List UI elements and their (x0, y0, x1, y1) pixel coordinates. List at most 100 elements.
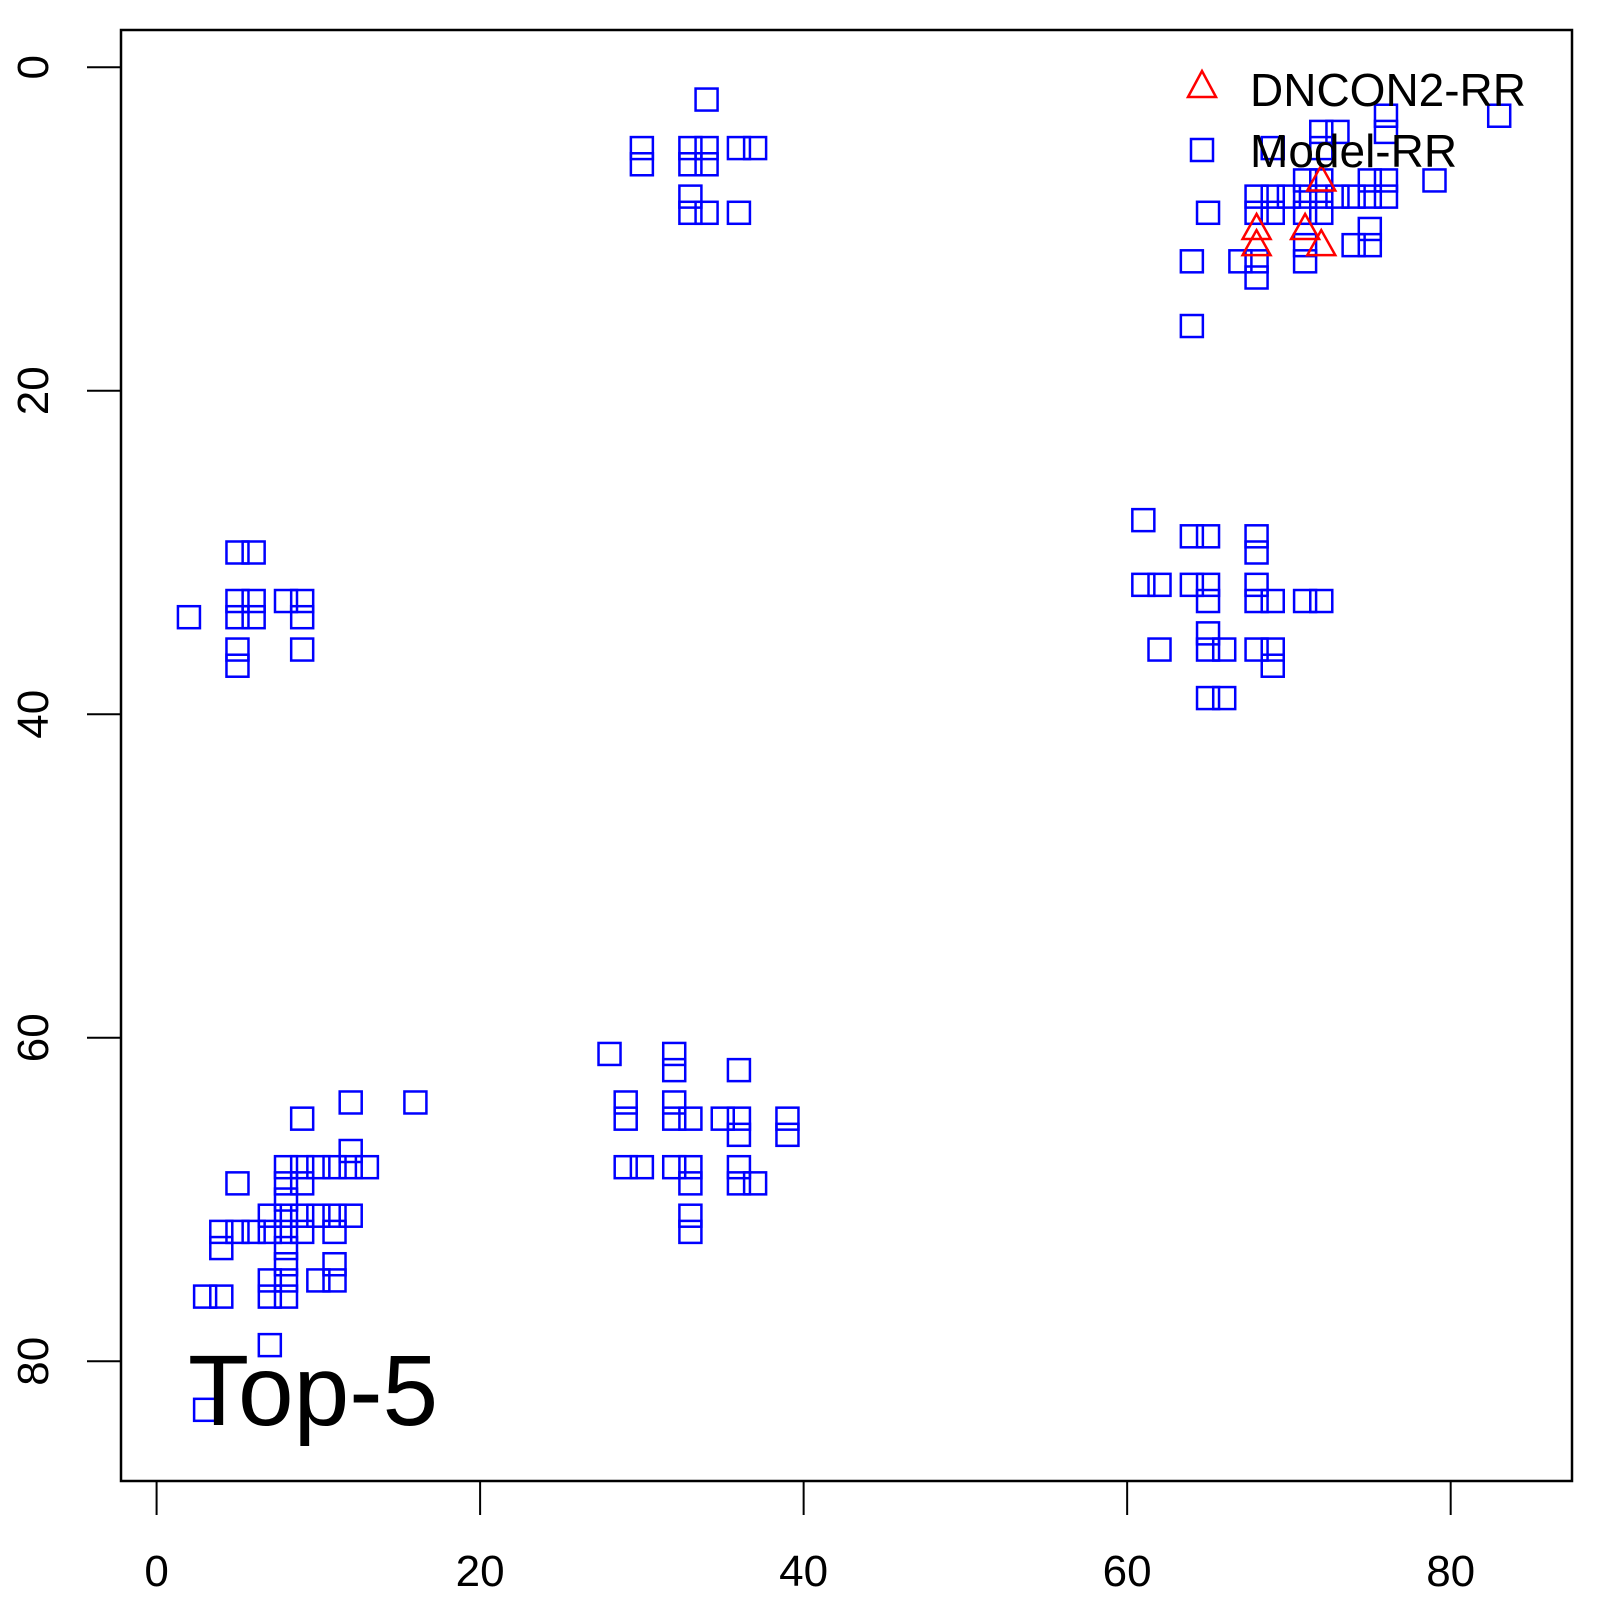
model-rr-point (338, 1090, 363, 1115)
model-rr-point (1292, 588, 1318, 614)
model-rr-point (1195, 572, 1221, 598)
model-rr-point (613, 1090, 638, 1115)
model-rr-point (1195, 200, 1221, 226)
model-rr-point (1195, 685, 1221, 711)
model-rr-point (1260, 135, 1285, 161)
model-rr-point (1179, 313, 1205, 339)
model-rr-point (225, 1171, 250, 1196)
model-rr-point (1292, 184, 1318, 209)
model-rr-point (1422, 168, 1447, 193)
model-rr-point (273, 1203, 299, 1228)
model-rr-point (694, 152, 719, 177)
model-rr-point (338, 1203, 363, 1228)
model-rr-point (1292, 168, 1318, 193)
model-rr-point (306, 1203, 331, 1228)
model-rr-point (289, 1219, 315, 1245)
model-rr-point (289, 1154, 315, 1180)
x-tick-label: 60 (1103, 1547, 1152, 1596)
model-rr-point (1244, 249, 1269, 274)
model-rr-point (209, 1235, 234, 1261)
model-rr-point (678, 1154, 703, 1180)
model-rr-point (678, 152, 703, 177)
model-rr-point (1195, 588, 1221, 614)
plot-frame (119, 28, 1574, 1483)
model-rr-point (1292, 249, 1318, 274)
model-rr-point (1244, 524, 1269, 549)
model-rr-point (273, 1268, 299, 1293)
model-rr-point (1260, 637, 1285, 662)
model-rr-point (322, 1219, 347, 1245)
model-rr-point (1357, 216, 1383, 242)
model-rr-point (241, 1219, 266, 1245)
model-rr-point (1244, 540, 1269, 565)
model-rr-point (1309, 200, 1334, 226)
model-rr-point (775, 1122, 800, 1148)
model-rr-point (273, 1171, 299, 1196)
model-rr-point (289, 588, 315, 614)
model-rr-point (1357, 232, 1383, 258)
y-tick-label: 80 (9, 1337, 58, 1386)
model-rr-point (710, 1106, 736, 1131)
model-rr-point (289, 1203, 315, 1228)
model-rr-point (1260, 653, 1285, 678)
legend-square-icon (1189, 137, 1215, 163)
model-rr-point (1373, 119, 1399, 145)
model-rr-point (1309, 135, 1334, 161)
model-rr-point (1292, 200, 1318, 226)
model-rr-point (273, 1219, 299, 1245)
model-rr-point (1195, 524, 1221, 549)
model-rr-point (726, 1154, 752, 1180)
y-tick-label: 40 (9, 690, 58, 739)
model-rr-point (241, 604, 266, 630)
model-rr-point (289, 1171, 315, 1196)
model-rr-point (257, 1284, 283, 1309)
model-rr-point (775, 1106, 800, 1131)
model-rr-point (661, 1154, 687, 1180)
model-rr-point (1341, 232, 1366, 258)
model-rr-point (1244, 637, 1269, 662)
model-rr-point (322, 1268, 347, 1293)
x-axis: 0 20 40 60 80 (144, 1480, 1475, 1596)
legend-triangle-icon (1185, 68, 1219, 99)
model-rr-point (225, 637, 250, 662)
model-rr-point (661, 1057, 687, 1083)
model-rr-point (338, 1154, 363, 1180)
model-rr-point (1309, 119, 1334, 145)
model-rr-point (694, 135, 719, 161)
model-rr-point (1357, 184, 1383, 209)
model-rr-point (257, 1219, 283, 1245)
model-rr-point (742, 135, 768, 161)
model-rr-point (1260, 588, 1285, 614)
y-tick-label: 20 (9, 366, 58, 415)
model-rr-point (225, 540, 250, 565)
model-rr-point (1147, 572, 1172, 598)
model-rr-point (1179, 524, 1205, 549)
model-rr-point (694, 87, 719, 112)
model-rr-point (1179, 572, 1205, 598)
model-rr-point (726, 1122, 752, 1148)
y-tick-label: 0 (9, 55, 58, 79)
model-rr-point (289, 1106, 315, 1131)
model-rr-point (1228, 249, 1253, 274)
model-rr-point (257, 1268, 283, 1293)
model-rr-point (257, 1203, 283, 1228)
model-rr-point (192, 1397, 218, 1423)
y-axis: 0 20 40 60 80 (9, 55, 122, 1386)
model-rr-point (1260, 184, 1285, 209)
model-rr-point (678, 1106, 703, 1131)
x-tick-label: 40 (779, 1547, 828, 1596)
model-rr-point (1309, 588, 1334, 614)
model-rr-point (1292, 232, 1318, 258)
model-rr-point (273, 1235, 299, 1261)
model-rr-point (338, 1138, 363, 1164)
model-rr-point (1486, 103, 1512, 128)
model-rr-point (225, 588, 250, 614)
model-rr-point (273, 1284, 299, 1309)
model-rr-point (241, 588, 266, 614)
model-rr-point (678, 200, 703, 226)
legend-label-model: Model-RR (1250, 125, 1457, 177)
model-rr-point (726, 1057, 752, 1083)
model-rr-point (661, 1106, 687, 1131)
model-rr-point (629, 135, 655, 161)
model-rr-point (209, 1219, 234, 1245)
